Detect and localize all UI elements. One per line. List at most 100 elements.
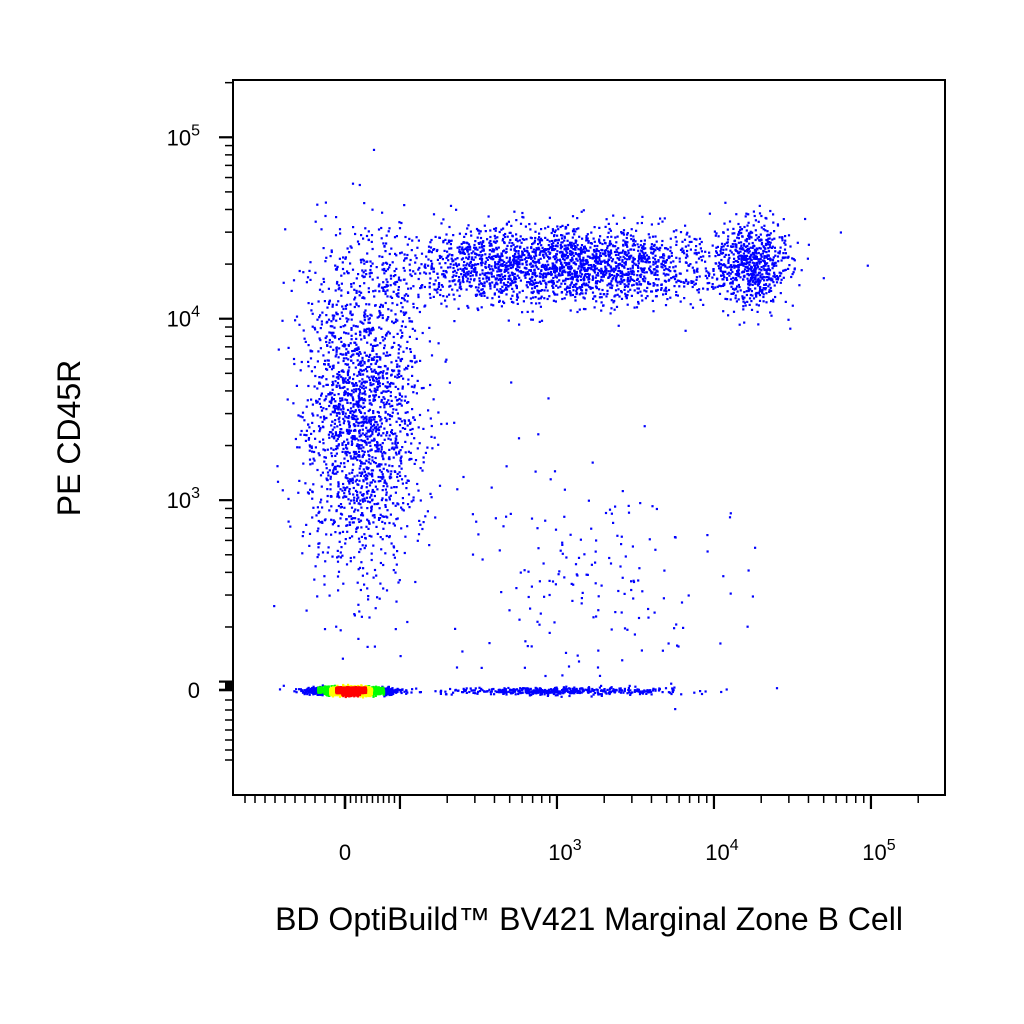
event-dot	[373, 437, 376, 440]
event-dot	[373, 645, 376, 648]
event-dot	[656, 288, 659, 292]
event-dot	[365, 273, 368, 276]
event-dot	[307, 360, 310, 363]
event-dot	[578, 286, 581, 289]
event-dot	[341, 554, 344, 557]
event-dot	[370, 370, 374, 373]
event-dot	[326, 306, 329, 309]
event-dot	[478, 283, 481, 286]
event-dot	[484, 272, 487, 275]
event-dot	[488, 255, 491, 259]
event-dot	[620, 232, 623, 235]
event-dot	[653, 611, 656, 614]
event-dot	[396, 475, 399, 479]
event-dot	[587, 276, 590, 279]
event-dot	[502, 525, 505, 528]
event-dot	[375, 525, 378, 528]
event-dot	[461, 275, 464, 278]
event-dot	[350, 359, 353, 362]
event-dot	[318, 440, 321, 443]
event-dot	[628, 279, 632, 282]
event-dot	[547, 255, 550, 258]
event-dot	[349, 342, 352, 345]
event-dot	[615, 266, 618, 269]
event-dot	[373, 439, 376, 442]
event-dot	[342, 359, 345, 363]
event-dot	[596, 691, 599, 694]
event-dot	[625, 294, 628, 297]
event-dot	[603, 688, 606, 691]
event-dot	[355, 418, 358, 421]
event-dot	[664, 267, 667, 270]
event-dot	[398, 471, 401, 474]
event-dot	[364, 386, 368, 389]
event-dot	[428, 285, 431, 288]
event-dot	[348, 431, 351, 434]
event-dot	[375, 353, 378, 356]
event-dot	[358, 610, 361, 613]
event-dot	[478, 293, 481, 296]
event-dot	[787, 267, 790, 270]
event-dot	[320, 323, 323, 326]
event-dot	[458, 248, 461, 251]
event-dot	[474, 263, 478, 266]
event-dot	[359, 588, 362, 592]
event-dot	[768, 234, 771, 237]
event-dot	[399, 655, 402, 658]
event-dot	[617, 253, 620, 256]
event-dot	[379, 582, 382, 585]
event-dot	[400, 301, 403, 305]
event-dot	[380, 400, 383, 403]
event-dot	[381, 520, 384, 523]
event-dot	[508, 241, 511, 244]
event-dot	[399, 417, 402, 420]
event-dot	[396, 403, 399, 406]
event-dot	[487, 215, 490, 218]
event-dot	[478, 689, 481, 693]
event-dot	[632, 248, 636, 251]
event-dot	[720, 690, 723, 694]
event-dot	[661, 220, 664, 223]
event-dot	[553, 258, 557, 261]
event-dot	[730, 292, 733, 295]
event-dot	[364, 269, 367, 272]
event-dot	[392, 522, 395, 525]
event-dot	[334, 400, 337, 403]
event-dot	[376, 441, 379, 444]
event-dot	[698, 275, 701, 278]
event-dot	[670, 277, 673, 280]
event-dot	[355, 499, 358, 502]
event-dot	[412, 496, 415, 499]
event-dot	[479, 282, 482, 285]
event-dot	[370, 494, 373, 497]
event-dot	[522, 253, 525, 256]
event-dot	[654, 262, 657, 265]
event-dot	[761, 291, 764, 294]
event-dot	[787, 234, 791, 237]
event-dot	[336, 549, 339, 552]
event-dot	[366, 492, 369, 495]
event-dot	[394, 274, 397, 277]
event-dot	[505, 247, 508, 250]
event-dot	[645, 692, 648, 695]
event-dot	[597, 649, 600, 652]
event-dot	[627, 249, 630, 252]
event-dot	[493, 240, 496, 243]
event-dot	[528, 269, 531, 272]
event-dot	[534, 251, 537, 254]
event-dot	[524, 640, 527, 643]
event-dot	[569, 242, 572, 245]
event-dot	[445, 233, 448, 236]
event-dot	[394, 440, 397, 443]
event-dot	[730, 285, 733, 288]
event-dot	[362, 493, 365, 496]
event-dot	[675, 281, 678, 284]
event-dot	[341, 369, 344, 372]
event-dot	[731, 280, 734, 283]
event-dot	[355, 347, 358, 350]
event-dot	[369, 353, 372, 356]
event-dot	[414, 254, 417, 257]
event-dot	[370, 448, 373, 451]
event-dot	[382, 467, 385, 470]
event-dot	[450, 693, 453, 696]
